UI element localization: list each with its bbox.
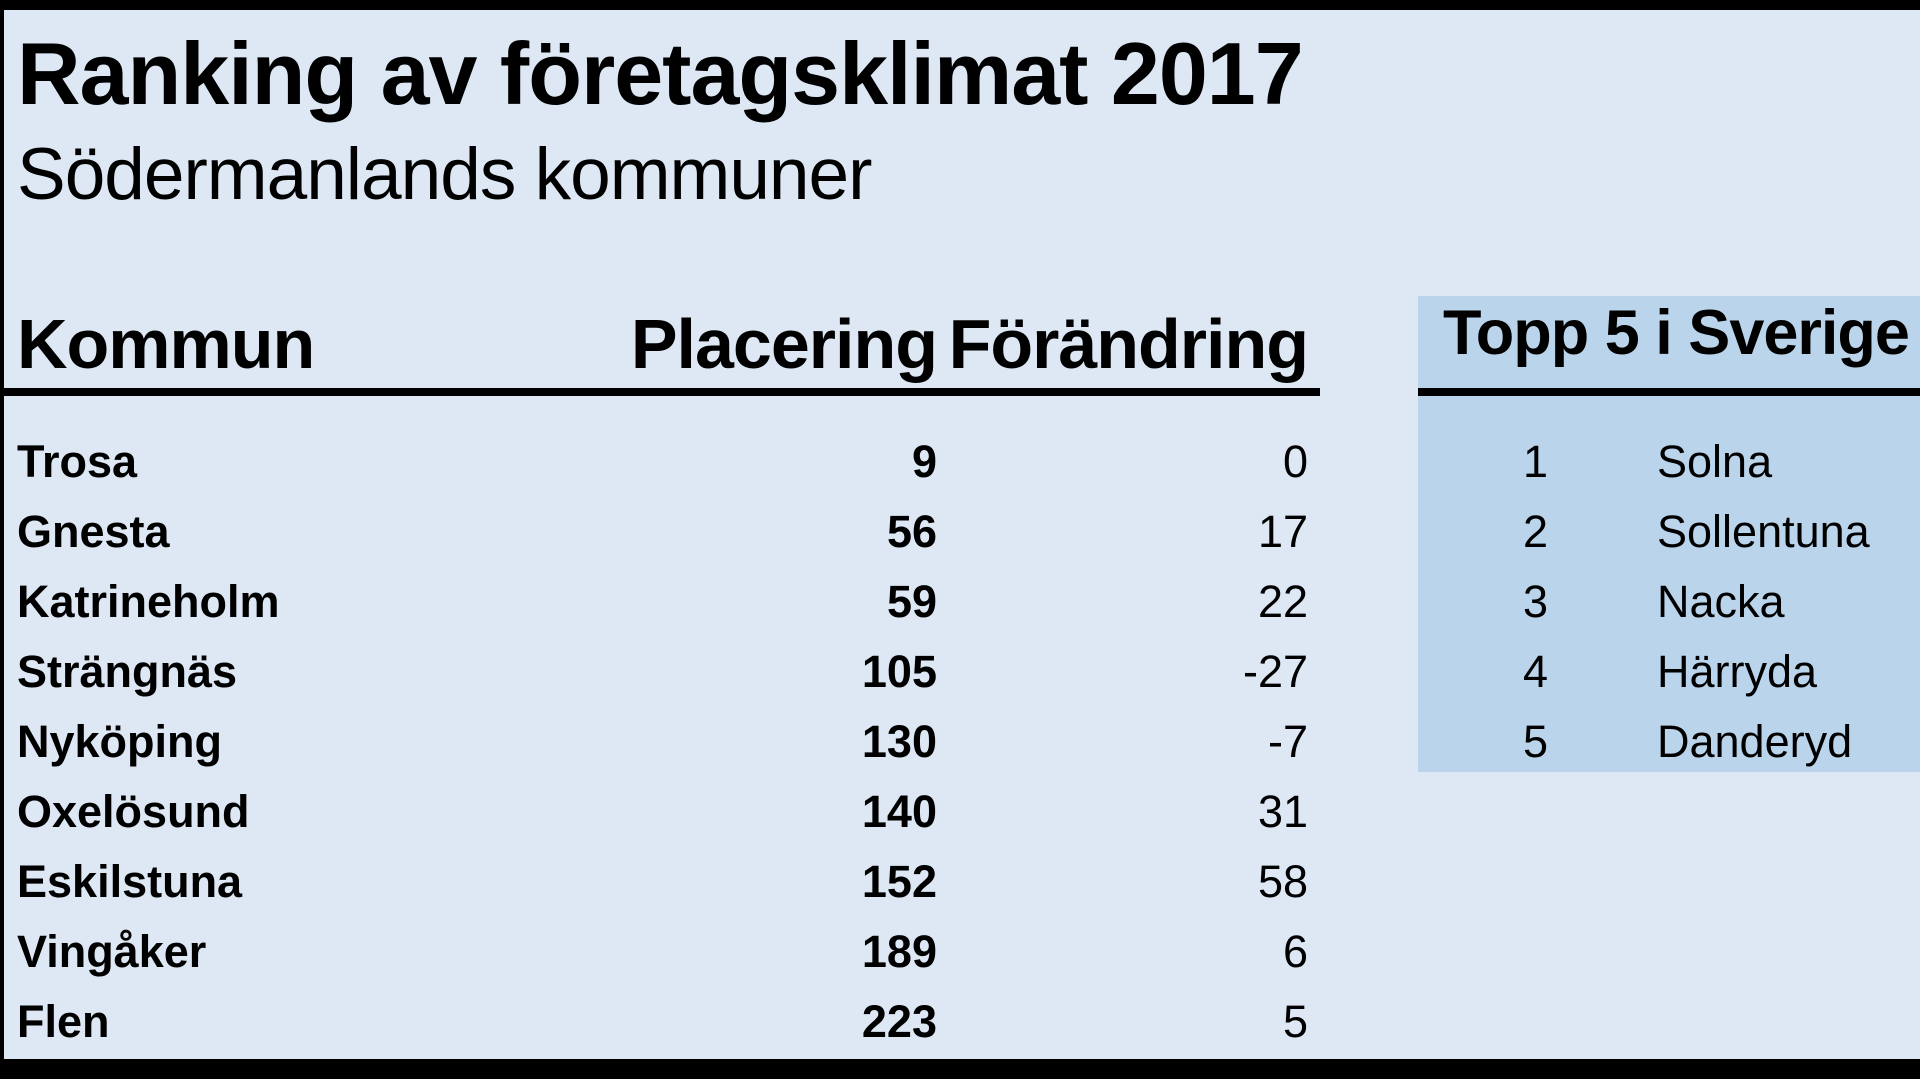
table-header-rule — [0, 388, 1320, 396]
kommun-cell: Vingåker — [17, 926, 207, 977]
rank-cell: 4 — [1522, 646, 1548, 697]
forandring-cell: 0 — [1282, 436, 1308, 487]
top5-rows: 1 Solna 2 Sollentuna 3 Nacka 4 Härryda 5 Danderyd — [1418, 427, 1920, 777]
placering-cell: 130 — [861, 716, 937, 767]
forandring-cell: 58 — [1257, 856, 1308, 907]
kommun-table-rows: Trosa 9 0 Gnesta 56 17 Katrineholm 59 22 Strängnä… — [0, 427, 1308, 1057]
placering-cell: 223 — [861, 996, 937, 1047]
table-row: Katrineholm 59 22 — [0, 567, 1308, 637]
placering-cell: 140 — [861, 786, 937, 837]
table-row: Flen 223 5 — [0, 987, 1308, 1057]
top5-panel-title: Topp 5 i Sverige — [1443, 298, 1910, 368]
forandring-cell: 5 — [1282, 996, 1308, 1047]
forandring-cell: 22 — [1257, 576, 1308, 627]
table-row: Gnesta 56 17 — [0, 497, 1308, 567]
kommun-name-cell: Solna — [1657, 436, 1773, 487]
kommun-name-cell: Danderyd — [1657, 716, 1853, 767]
top-border — [0, 0, 1920, 10]
rank-cell: 2 — [1522, 506, 1548, 557]
placering-cell: 9 — [911, 436, 937, 487]
rank-cell: 5 — [1522, 716, 1548, 767]
column-header-kommun: Kommun — [17, 305, 315, 383]
table-row: Nyköping 130 -7 — [0, 707, 1308, 777]
bottom-border — [0, 1059, 1920, 1079]
left-border — [0, 0, 4, 1079]
rank-cell: 1 — [1522, 436, 1548, 487]
column-header-placering: Placering — [630, 305, 938, 383]
kommun-name-cell: Sollentuna — [1657, 506, 1870, 557]
kommun-cell: Katrineholm — [17, 576, 280, 627]
kommun-name-cell: Nacka — [1657, 576, 1785, 627]
kommun-cell: Eskilstuna — [17, 856, 243, 907]
kommun-cell: Flen — [17, 996, 110, 1047]
placering-cell: 56 — [886, 506, 937, 557]
top5-row: 1 Solna — [1418, 427, 1920, 497]
page-title: Ranking av företagsklimat 2017 — [17, 24, 1304, 123]
top5-panel: Topp 5 i Sverige 1 Solna 2 Sollentuna 3 Nacka… — [1418, 296, 1920, 772]
kommun-cell: Trosa — [17, 436, 138, 487]
forandring-cell: 31 — [1257, 786, 1308, 837]
table-row: Eskilstuna 152 58 — [0, 847, 1308, 917]
forandring-cell: -27 — [1242, 646, 1308, 697]
kommun-cell: Gnesta — [17, 506, 170, 557]
placering-cell: 59 — [886, 576, 937, 627]
kommun-cell: Strängnäs — [17, 646, 238, 697]
column-header-forandring: Förändring — [948, 305, 1309, 383]
forandring-cell: 6 — [1282, 926, 1308, 977]
top5-row: 2 Sollentuna — [1418, 497, 1920, 567]
top5-row: 3 Nacka — [1418, 567, 1920, 637]
kommun-cell: Oxelösund — [17, 786, 250, 837]
top5-row: 4 Härryda — [1418, 637, 1920, 707]
table-row: Vingåker 189 6 — [0, 917, 1308, 987]
top5-row: 5 Danderyd — [1418, 707, 1920, 777]
kommun-cell: Nyköping — [17, 716, 223, 767]
forandring-cell: 17 — [1257, 506, 1308, 557]
table-row: Oxelösund 140 31 — [0, 777, 1308, 847]
placering-cell: 152 — [861, 856, 937, 907]
placering-cell: 189 — [861, 926, 937, 977]
kommun-name-cell: Härryda — [1657, 646, 1818, 697]
table-row: Strängnäs 105 -27 — [0, 637, 1308, 707]
top5-header-rule — [1418, 388, 1920, 396]
rank-cell: 3 — [1522, 576, 1548, 627]
placering-cell: 105 — [861, 646, 937, 697]
forandring-cell: -7 — [1267, 716, 1308, 767]
table-row: Trosa 9 0 — [0, 427, 1308, 497]
page-subtitle: Södermanlands kommuner — [17, 134, 872, 215]
